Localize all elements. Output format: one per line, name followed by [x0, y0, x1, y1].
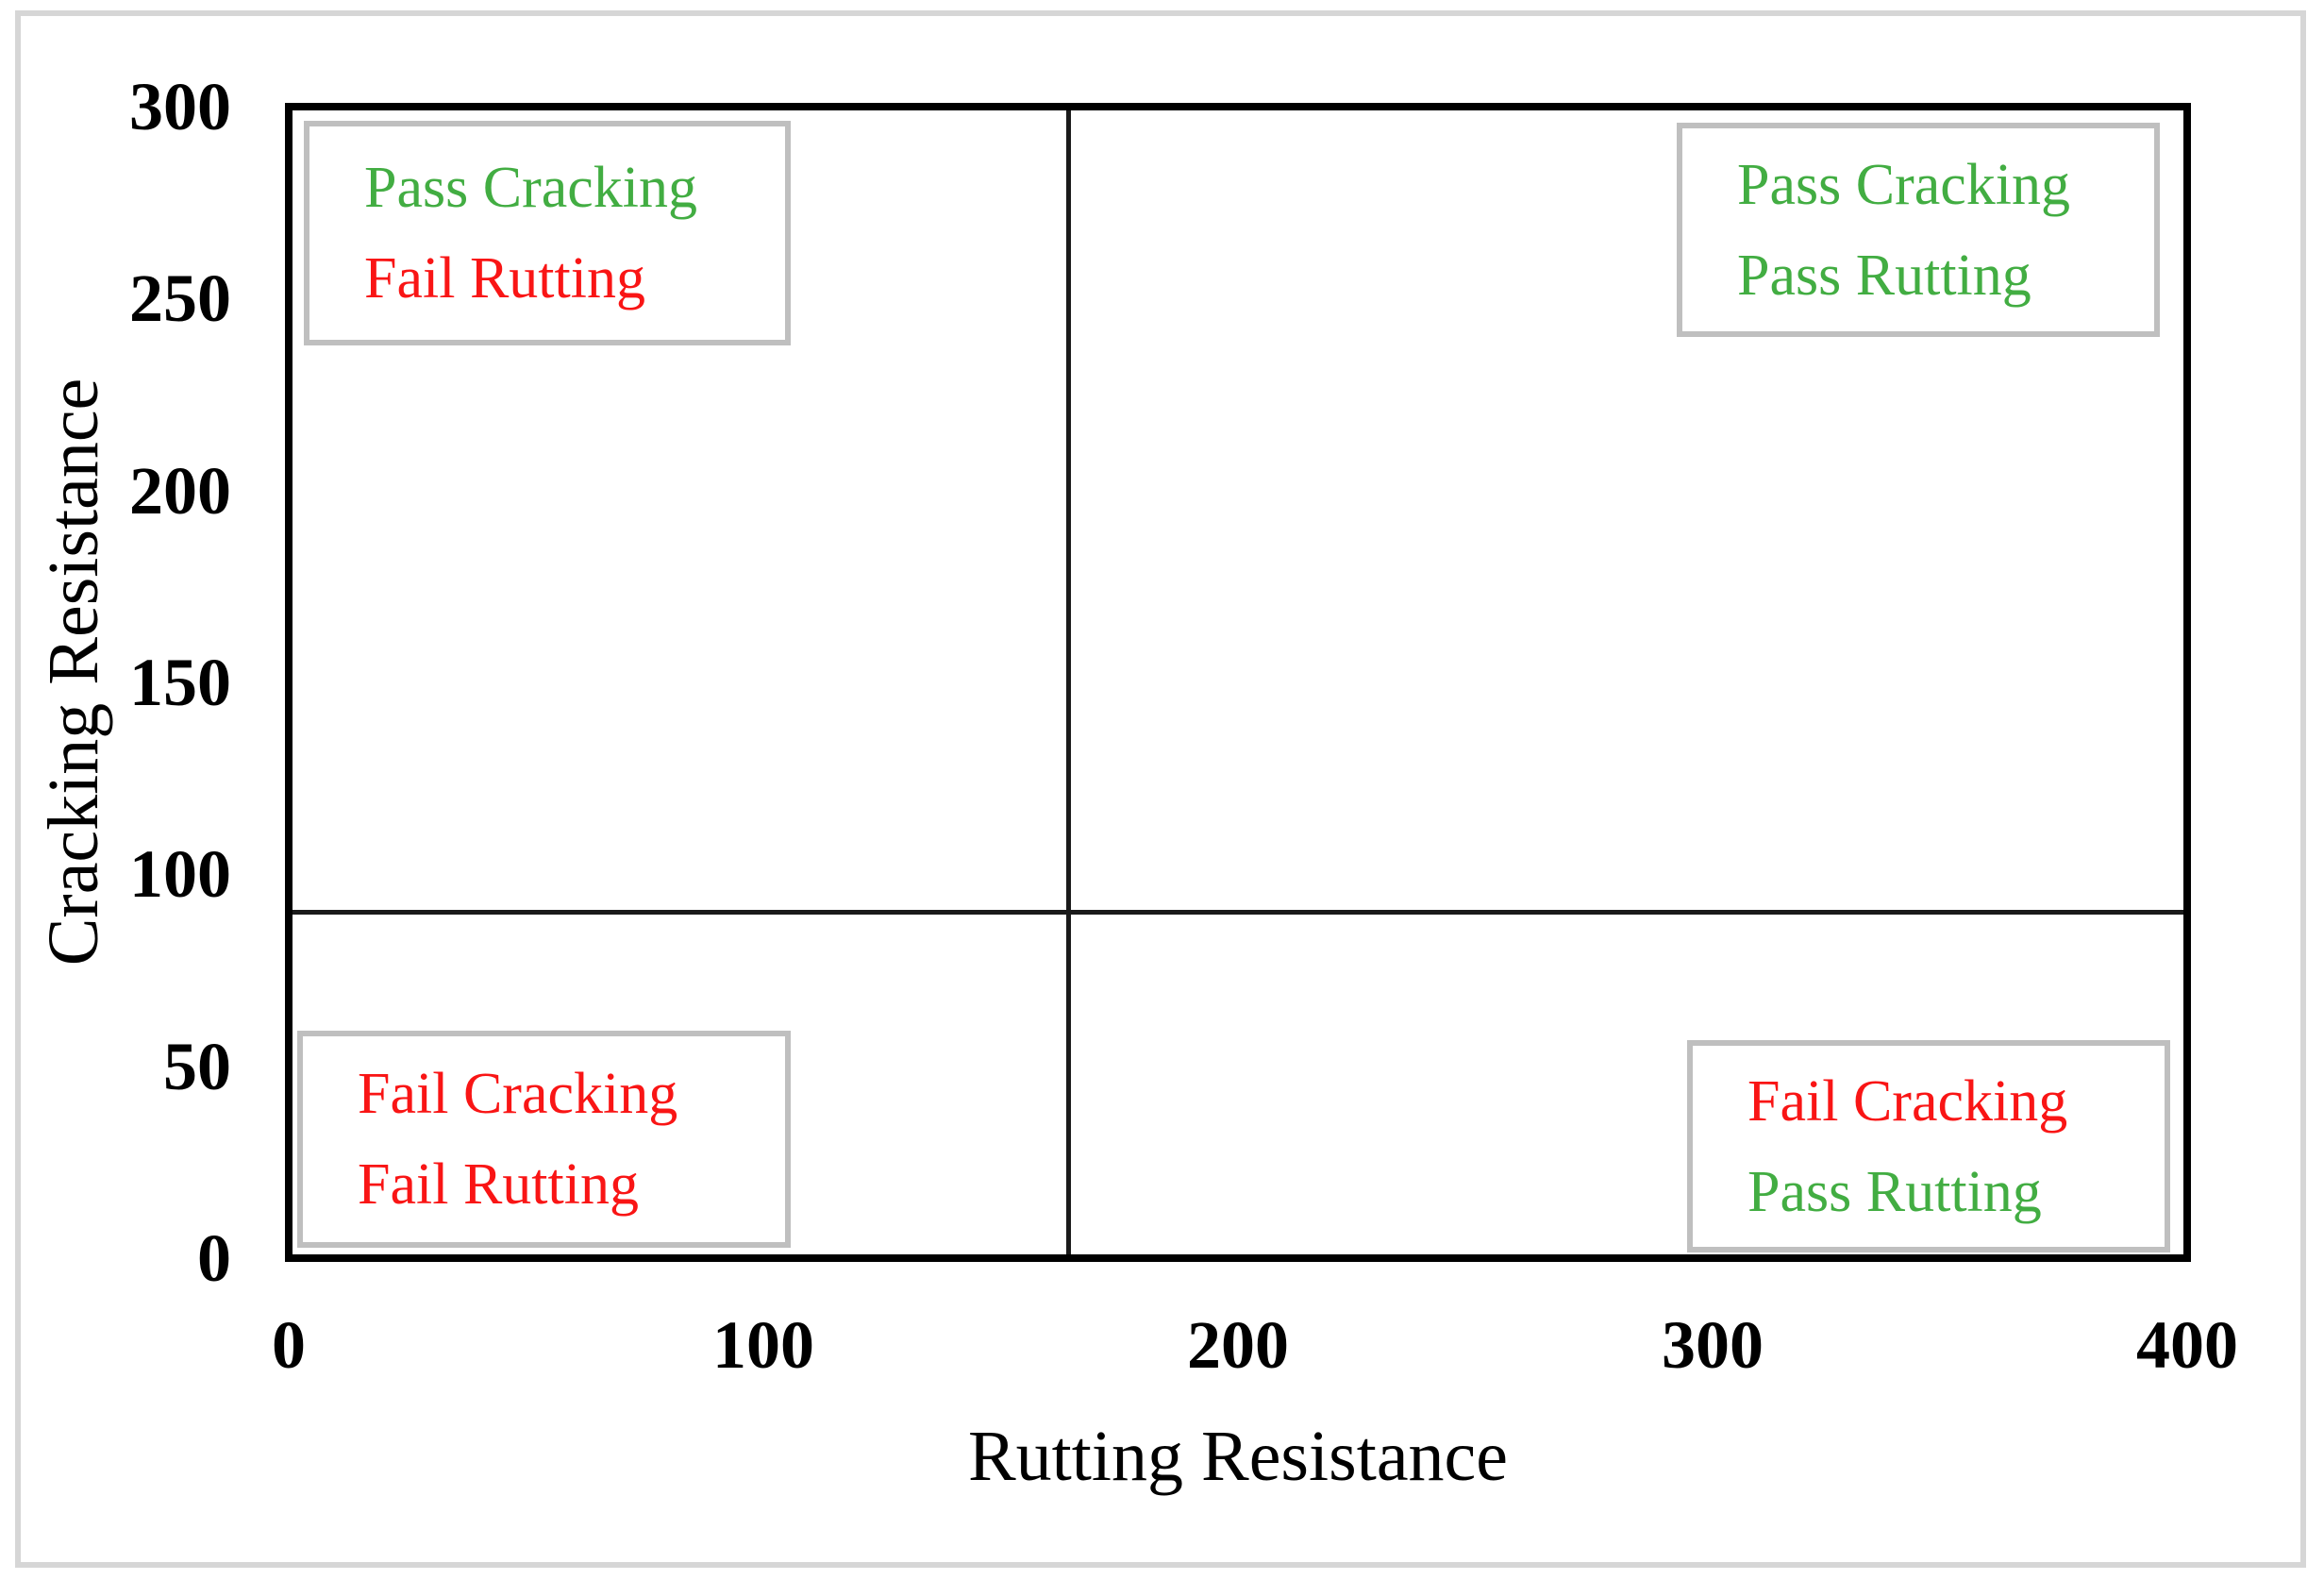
- quadrant-label: Pass Rutting: [1737, 243, 2031, 308]
- x-tick-label: 0: [272, 1307, 306, 1383]
- quadrant-label: Fail Rutting: [364, 246, 645, 311]
- quadrant-label: Fail Rutting: [358, 1152, 639, 1217]
- quadrant-label: Fail Cracking: [1747, 1068, 2068, 1134]
- y-tick-label: 0: [197, 1220, 231, 1296]
- x-tick-label: 100: [712, 1307, 814, 1383]
- quadrant-label: Pass Cracking: [364, 156, 698, 220]
- y-tick-label: 200: [129, 453, 231, 529]
- y-tick-label: 150: [129, 645, 231, 720]
- quadrant-label: Pass Rutting: [1747, 1159, 2042, 1224]
- y-tick-label: 100: [129, 836, 231, 912]
- x-axis-title: Rutting Resistance: [967, 1417, 1509, 1496]
- x-tick-label: 300: [1662, 1307, 1764, 1383]
- quadrant-box-top-right: Pass Cracking Pass Rutting: [1677, 123, 2160, 337]
- quadrant-box-bottom-right: Fail Cracking Pass Rutting: [1687, 1040, 2170, 1252]
- y-tick-label: 300: [129, 69, 231, 144]
- horizontal-threshold-line: [293, 910, 2183, 915]
- figure-frame: [15, 10, 2306, 1568]
- x-tick-label: 400: [2136, 1307, 2238, 1383]
- quadrant-label: Pass Cracking: [1737, 152, 2071, 217]
- y-tick-label: 50: [163, 1029, 231, 1104]
- quadrant-label: Fail Cracking: [358, 1062, 678, 1126]
- vertical-threshold-line: [1066, 110, 1071, 1254]
- y-axis-title: Cracking Resistance: [34, 378, 113, 966]
- y-tick-label: 250: [129, 261, 231, 336]
- x-tick-label: 200: [1187, 1307, 1289, 1383]
- plot-area: [285, 103, 2191, 1262]
- quadrant-box-top-left: Pass Cracking Fail Rutting: [304, 121, 791, 345]
- quadrant-box-bottom-left: Fail Cracking Fail Rutting: [297, 1031, 791, 1248]
